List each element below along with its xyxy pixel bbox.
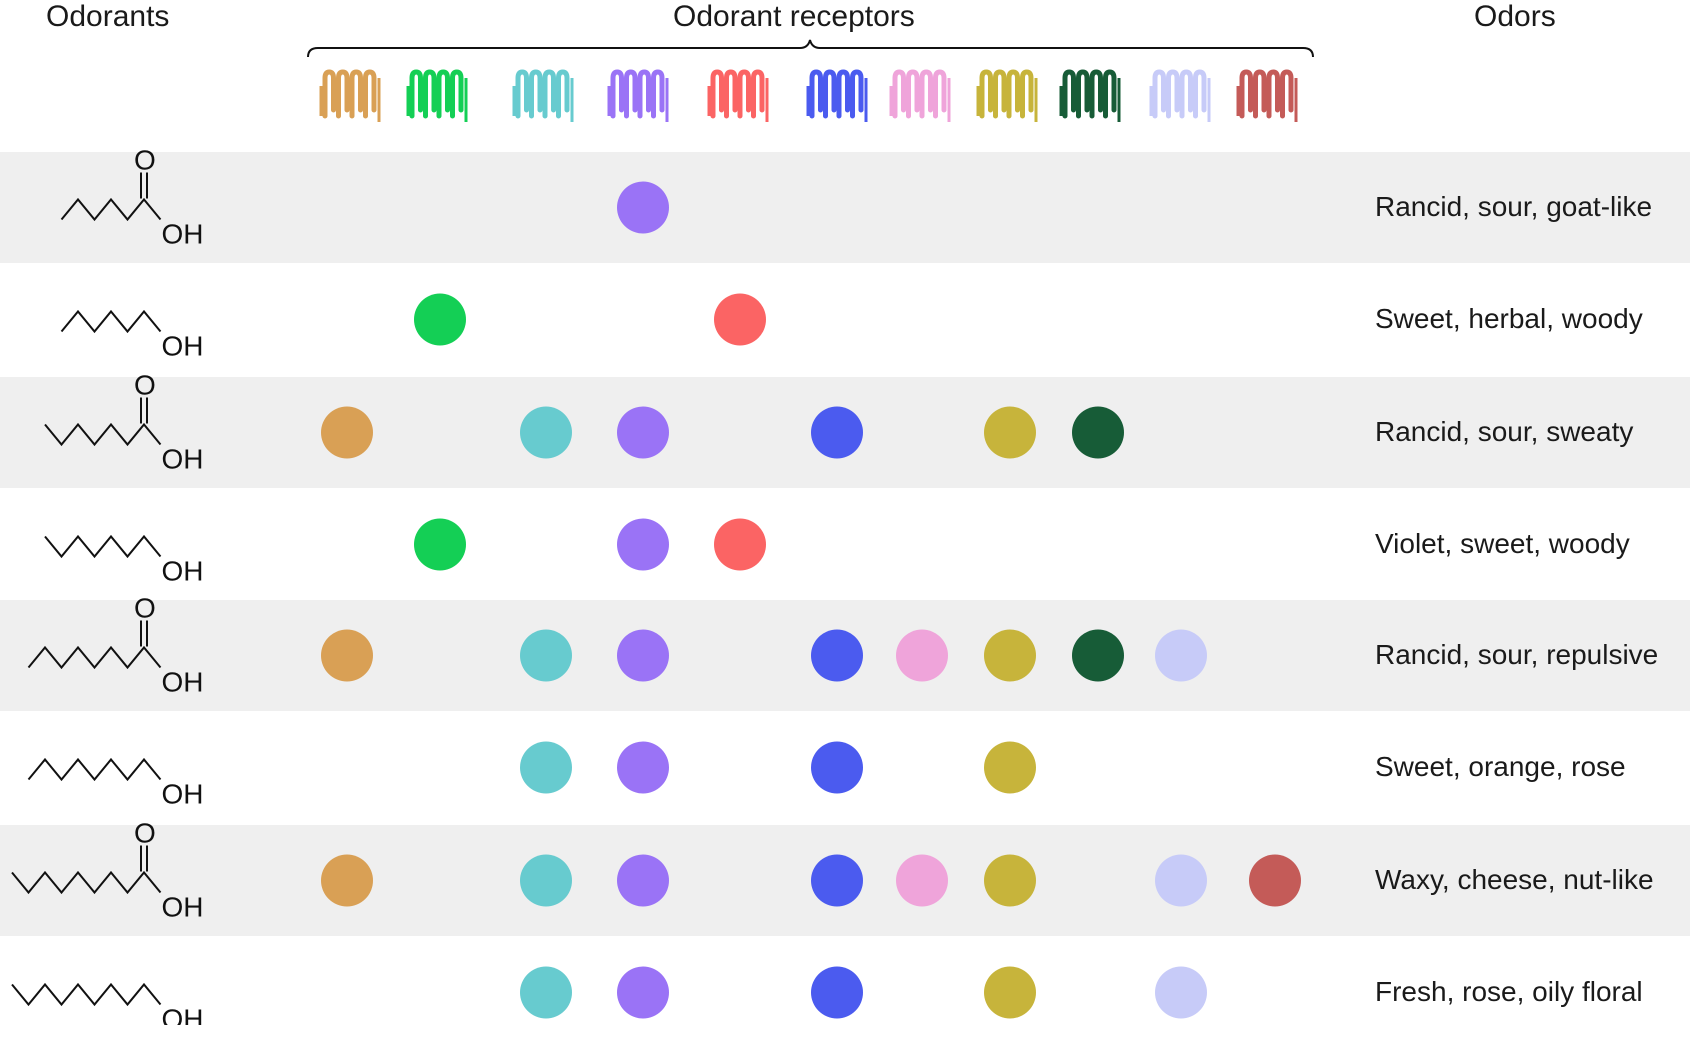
hydroxyl-label: OH xyxy=(162,667,204,698)
receptor-icon-7 xyxy=(889,69,951,122)
activation-dot-receptor-4 xyxy=(617,854,669,907)
odor-description: Rancid, sour, goat-like xyxy=(1375,190,1653,222)
activation-dot-receptor-3 xyxy=(520,966,572,1019)
molecule-alcohol-7: OH xyxy=(44,534,204,587)
odorant-receptor-diagram: Odorants Odorant receptors Odors OH O OH OH… xyxy=(0,0,1690,1025)
activation-dot-receptor-6 xyxy=(811,966,863,1019)
receptor-icon-3 xyxy=(512,69,574,122)
activation-dot-receptor-4 xyxy=(617,406,669,459)
odor-description: Sweet, herbal, woody xyxy=(1375,302,1643,334)
activation-dot-receptor-5 xyxy=(714,518,766,571)
activation-dot-receptor-10 xyxy=(1155,629,1207,682)
molecule-acid-9: OH O xyxy=(11,818,204,923)
activation-dot-receptor-3 xyxy=(520,406,572,459)
odor-description: Rancid, sour, repulsive xyxy=(1375,638,1659,670)
activation-dot-receptor-1 xyxy=(321,854,373,907)
activation-dot-receptor-7 xyxy=(896,629,948,682)
molecule-acid-8: OH O xyxy=(27,593,204,698)
molecule-alcohol-6: OH xyxy=(60,309,204,362)
activation-dot-receptor-10 xyxy=(1155,966,1207,1019)
activation-dot-receptor-6 xyxy=(811,741,863,794)
activation-dot-receptor-3 xyxy=(520,854,572,907)
activation-dot-receptor-8 xyxy=(984,966,1036,1019)
molecule-acid-6: OH O xyxy=(60,145,204,250)
activation-dot-receptor-3 xyxy=(520,629,572,682)
hydroxyl-label: OH xyxy=(162,331,204,362)
receptors-header: Odorant receptors xyxy=(673,0,915,33)
carbonyl-oxygen-label: O xyxy=(134,370,156,401)
receptors-brace xyxy=(307,39,1314,58)
odor-description: Rancid, sour, sweaty xyxy=(1375,415,1634,447)
odor-description: Fresh, rose, oily floral xyxy=(1375,975,1643,1007)
activation-dot-receptor-6 xyxy=(811,629,863,682)
activation-dot-receptor-8 xyxy=(984,741,1036,794)
activation-dot-receptor-6 xyxy=(811,854,863,907)
receptor-icon-10 xyxy=(1149,69,1211,122)
receptor-icon-11 xyxy=(1236,69,1298,122)
odors-header: Odors xyxy=(1474,0,1556,33)
activation-dot-receptor-7 xyxy=(896,854,948,907)
receptor-icon-4 xyxy=(607,69,669,122)
activation-dot-receptor-2 xyxy=(414,518,466,571)
hydroxyl-label: OH xyxy=(162,444,204,475)
molecule-alcohol-8: OH xyxy=(27,757,204,810)
activation-dot-receptor-9 xyxy=(1072,406,1124,459)
activation-dot-receptor-8 xyxy=(984,854,1036,907)
receptor-icon-5 xyxy=(707,69,769,122)
activation-dot-receptor-2 xyxy=(414,293,466,346)
odorants-header: Odorants xyxy=(46,0,170,33)
odor-description: Sweet, orange, rose xyxy=(1375,750,1626,782)
hydroxyl-label: OH xyxy=(162,892,204,923)
receptor-icon-8 xyxy=(976,69,1038,122)
activation-dot-receptor-4 xyxy=(617,181,669,234)
odor-description: Waxy, cheese, nut-like xyxy=(1375,863,1654,895)
molecule-acid-7: OH O xyxy=(44,370,204,475)
activation-dot-receptor-9 xyxy=(1072,629,1124,682)
hydroxyl-label: OH xyxy=(162,779,204,810)
carbonyl-oxygen-label: O xyxy=(134,818,156,849)
hydroxyl-label: OH xyxy=(162,1004,204,1026)
hydroxyl-label: OH xyxy=(162,556,204,587)
molecule-alcohol-9: OH xyxy=(11,982,204,1026)
activation-dot-receptor-1 xyxy=(321,406,373,459)
activation-dot-receptor-6 xyxy=(811,406,863,459)
activation-dot-receptor-4 xyxy=(617,629,669,682)
activation-dot-receptor-4 xyxy=(617,518,669,571)
receptor-icon-1 xyxy=(319,69,381,122)
activation-dot-receptor-4 xyxy=(617,741,669,794)
odor-description: Violet, sweet, woody xyxy=(1375,527,1630,559)
row-background xyxy=(0,152,1690,263)
activation-dot-receptor-8 xyxy=(984,629,1036,682)
receptor-icon-6 xyxy=(806,69,868,122)
carbonyl-oxygen-label: O xyxy=(134,593,156,624)
activation-dot-receptor-4 xyxy=(617,966,669,1019)
activation-dot-receptor-10 xyxy=(1155,854,1207,907)
activation-dot-receptor-3 xyxy=(520,741,572,794)
carbonyl-oxygen-label: O xyxy=(134,145,156,176)
activation-dot-receptor-11 xyxy=(1249,854,1301,907)
receptor-icon-2 xyxy=(406,69,468,122)
activation-dot-receptor-5 xyxy=(714,293,766,346)
activation-dot-receptor-8 xyxy=(984,406,1036,459)
receptor-icon-9 xyxy=(1059,69,1121,122)
activation-dot-receptor-1 xyxy=(321,629,373,682)
hydroxyl-label: OH xyxy=(162,219,204,250)
